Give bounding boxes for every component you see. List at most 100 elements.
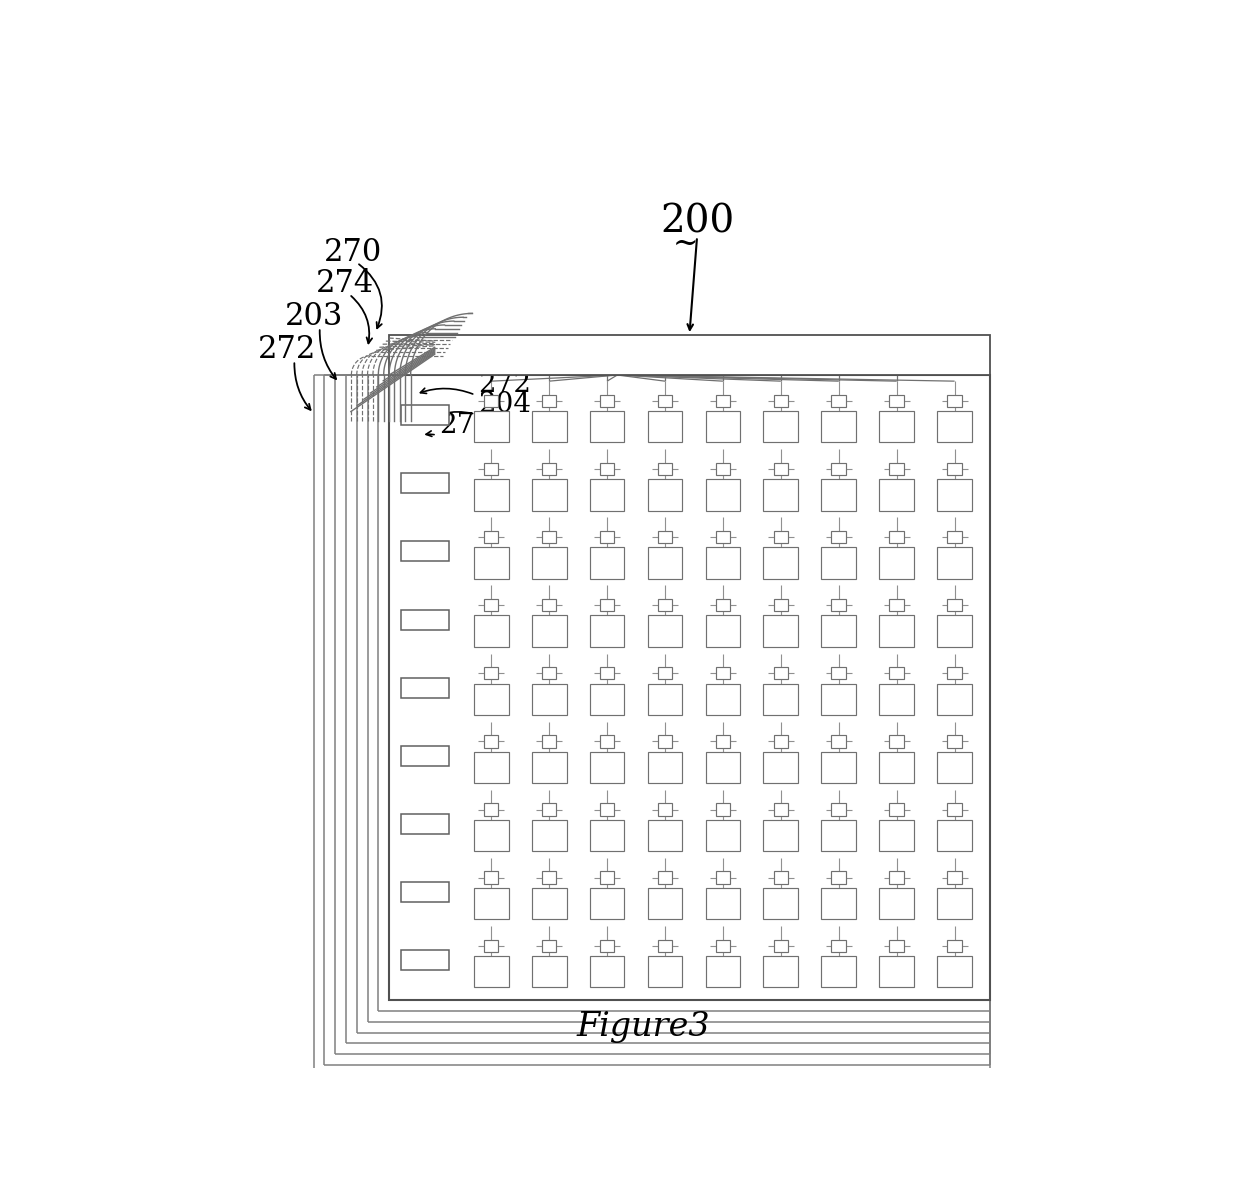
Bar [879,479,914,510]
Bar [715,871,730,883]
Bar [715,667,730,679]
Bar [600,667,614,679]
Bar [600,736,614,748]
Bar [879,412,914,443]
Bar [532,412,567,443]
Bar [647,820,682,851]
Bar [879,888,914,919]
Bar [590,412,625,443]
Bar [715,599,730,611]
Bar [402,882,449,902]
Bar [600,463,614,475]
Bar [889,667,904,679]
Bar [657,530,672,544]
Bar [647,547,682,578]
Bar [937,751,972,782]
Bar [879,547,914,578]
Bar [889,599,904,611]
Bar [542,395,557,407]
Bar [402,610,449,630]
Bar [484,736,498,748]
Bar [715,395,730,407]
Text: 200: 200 [660,204,734,240]
Bar [484,940,498,952]
Bar [879,820,914,851]
Bar [889,395,904,407]
Bar [402,406,449,425]
Bar [389,335,990,374]
Bar [542,599,557,611]
Bar [474,412,508,443]
Bar [937,684,972,715]
Bar [774,599,789,611]
Bar [532,956,567,988]
Text: 204: 204 [477,391,531,418]
Bar [402,745,449,766]
Text: Figure3: Figure3 [577,1010,711,1043]
Bar [532,888,567,919]
Bar [402,678,449,697]
Bar [821,547,856,578]
Bar [832,463,846,475]
Bar [774,463,789,475]
Bar [879,684,914,715]
Bar [715,736,730,748]
Bar [774,530,789,544]
Bar [484,667,498,679]
Bar [474,547,508,578]
Bar [764,751,799,782]
Bar [542,463,557,475]
Bar [590,751,625,782]
Bar [947,530,962,544]
Bar [764,820,799,851]
Bar [706,547,740,578]
Bar [774,871,789,883]
Bar [474,479,508,510]
Bar [647,684,682,715]
Bar [937,479,972,510]
Bar [542,940,557,952]
Bar [947,667,962,679]
Bar [774,736,789,748]
Bar [484,395,498,407]
Text: 274: 274 [316,268,374,299]
Bar [657,940,672,952]
Bar [879,956,914,988]
Bar [889,530,904,544]
Bar [947,463,962,475]
Bar [947,871,962,883]
Bar [590,684,625,715]
Bar [484,599,498,611]
Bar [715,940,730,952]
Bar [590,616,625,647]
Bar [532,479,567,510]
Bar [532,684,567,715]
Bar [600,803,614,816]
Bar [947,940,962,952]
Bar [657,667,672,679]
Bar [889,803,904,816]
Bar [706,412,740,443]
Text: 272: 272 [477,371,531,398]
Bar [764,412,799,443]
Bar [484,871,498,883]
Bar [647,479,682,510]
Text: 203: 203 [285,301,343,332]
Bar [832,736,846,748]
Bar [774,940,789,952]
Bar [647,616,682,647]
Bar [706,820,740,851]
Bar [402,950,449,970]
Bar [484,530,498,544]
Bar [600,395,614,407]
Bar [706,751,740,782]
Bar [764,616,799,647]
Bar [947,803,962,816]
Bar [947,736,962,748]
Bar [764,479,799,510]
Bar [647,888,682,919]
Bar [937,412,972,443]
Text: 270: 270 [324,238,382,268]
Bar [474,616,508,647]
Text: 274: 274 [439,412,492,439]
